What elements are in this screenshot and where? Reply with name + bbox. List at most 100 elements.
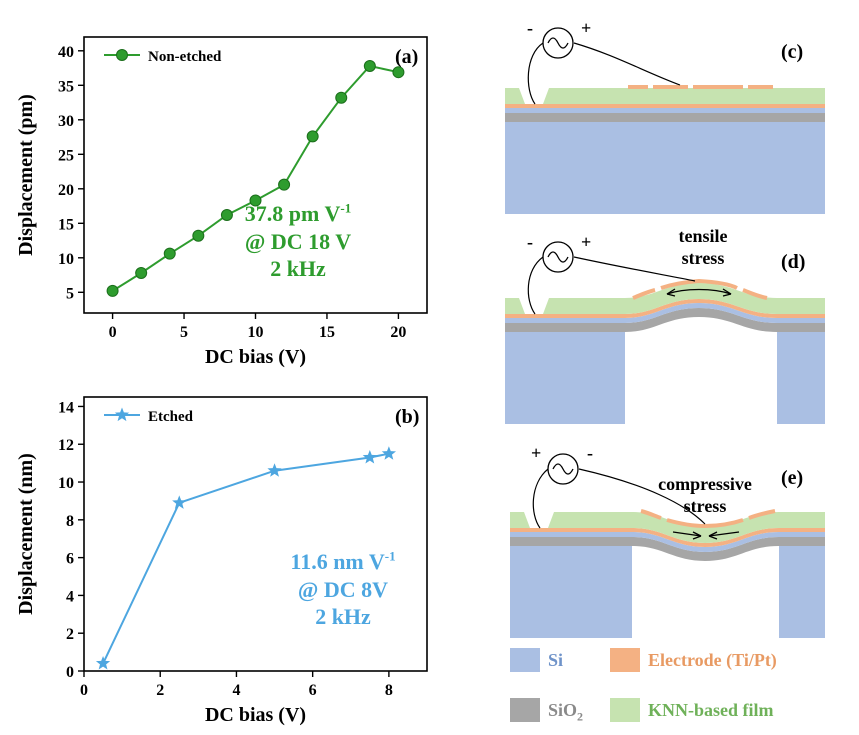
si-substrate <box>505 122 825 214</box>
wire <box>532 468 549 529</box>
sine-wave-icon <box>547 251 569 263</box>
x-axis-label: DC bias (V) <box>205 704 306 726</box>
compressive-arrow-left <box>672 531 702 537</box>
x-tick-label: 0 <box>109 324 117 341</box>
arrowhead-icon <box>666 288 676 297</box>
top-electrode <box>693 85 743 89</box>
data-point <box>163 247 176 260</box>
wire <box>578 468 706 525</box>
top-electrode <box>742 288 768 300</box>
y-tick-label: 10 <box>58 251 74 268</box>
data-point <box>267 463 282 477</box>
legend-label-electrode: Electrode (Ti/Pt) <box>648 650 777 670</box>
y-tick-label: 30 <box>58 113 74 130</box>
wire <box>573 256 696 282</box>
legend-swatch-electrode <box>610 648 640 672</box>
chart-b: 0 2 4 6 8 0 2 4 6 8 10 12 14 DC bias (V) Displacement … <box>15 396 428 726</box>
annotation-a: 37.8 pm V-1 @ DC 18 V 2 kHz <box>244 200 352 281</box>
y-tick-label: 4 <box>66 588 74 605</box>
x-tick-label: 15 <box>319 324 335 341</box>
top-electrode <box>628 85 648 89</box>
data-point <box>306 130 319 143</box>
top-electrode <box>660 278 738 290</box>
x-axis-label: DC bias (V) <box>205 346 306 368</box>
bottom-electrode <box>510 528 825 547</box>
plus-terminal: + <box>581 232 591 252</box>
bottom-electrode <box>505 104 825 108</box>
plus-terminal: + <box>581 18 591 38</box>
y-tick-label: 14 <box>58 399 74 416</box>
panel-label-d: (d) <box>781 251 805 273</box>
compressive-arrow-right <box>708 531 740 537</box>
x-tick-label: 10 <box>248 324 264 341</box>
minus-terminal: - <box>527 232 533 252</box>
legend-label-sio2: SiO2 <box>548 700 584 724</box>
stress-label-line2: stress <box>682 248 725 268</box>
arrowhead-icon <box>722 288 732 297</box>
si-substrate-right <box>779 546 825 638</box>
data-point <box>278 178 291 191</box>
x-tick-label: 6 <box>309 682 317 699</box>
stress-label-line1: tensile <box>679 226 728 246</box>
si-substrate-left <box>510 546 632 638</box>
wire <box>527 42 544 105</box>
arrowhead-icon <box>692 531 702 540</box>
legend-label-si: Si <box>548 650 564 670</box>
knn-film <box>510 512 825 543</box>
y-axis-label: Displacement (pm) <box>15 94 37 256</box>
top-electrode <box>653 85 688 89</box>
data-point <box>335 91 348 104</box>
top-electrode <box>666 518 744 529</box>
panel-label: (b) <box>395 406 419 428</box>
si-substrate-left <box>505 332 625 424</box>
legend-swatch-si <box>510 648 540 672</box>
sio2-layer <box>510 537 825 561</box>
legend-marker <box>116 49 128 61</box>
top-electrode <box>632 288 656 300</box>
top-electrode <box>748 85 773 89</box>
si-layer <box>505 108 825 113</box>
stress-label-line2: stress <box>684 496 727 516</box>
data-point <box>381 446 397 460</box>
minus-terminal: - <box>587 443 593 463</box>
x-tick-label: 8 <box>385 682 393 699</box>
y-tick-label: 40 <box>58 44 74 61</box>
arrowhead-icon <box>708 531 718 540</box>
wire <box>527 256 544 315</box>
legend-swatch-sio2 <box>510 698 540 722</box>
knn-film <box>505 88 825 104</box>
plus-terminal: + <box>531 443 541 463</box>
x-tick-label: 20 <box>390 324 406 341</box>
y-tick-label: 2 <box>66 626 74 643</box>
bottom-electrode <box>505 299 825 318</box>
legend-label: Etched <box>148 409 194 425</box>
y-tick-label: 15 <box>58 216 74 233</box>
sine-wave-icon <box>547 37 569 49</box>
y-tick-label: 0 <box>66 664 74 681</box>
y-tick-label: 6 <box>66 551 74 568</box>
annotation-b: 11.6 nm V-1 @ DC 8V 2 kHz <box>290 548 396 629</box>
si-layer <box>510 532 825 552</box>
x-tick-label: 2 <box>156 682 164 699</box>
data-point <box>135 266 148 279</box>
sine-wave-icon <box>552 463 574 475</box>
data-point <box>192 229 205 242</box>
diagram-d: - + tensile stress (d) <box>505 226 825 424</box>
y-tick-label: 5 <box>66 285 74 302</box>
data-point <box>172 495 187 509</box>
minus-terminal: - <box>527 18 533 38</box>
data-point <box>249 194 262 207</box>
data-point <box>106 284 119 297</box>
y-tick-label: 20 <box>58 182 74 199</box>
panel-label-c: (c) <box>781 41 803 63</box>
diagram-e: + - compressive stress (e) <box>510 443 825 638</box>
y-tick-label: 35 <box>58 78 74 95</box>
data-point <box>95 655 111 670</box>
diagram-c: - + (c) <box>505 18 825 214</box>
y-tick-label: 12 <box>58 437 74 454</box>
stress-label-line1: compressive <box>658 474 752 494</box>
plot-frame <box>83 396 428 672</box>
panel-label-e: (e) <box>781 467 803 489</box>
legend-label: Non-etched <box>148 49 222 65</box>
y-tick-label: 25 <box>58 147 74 164</box>
